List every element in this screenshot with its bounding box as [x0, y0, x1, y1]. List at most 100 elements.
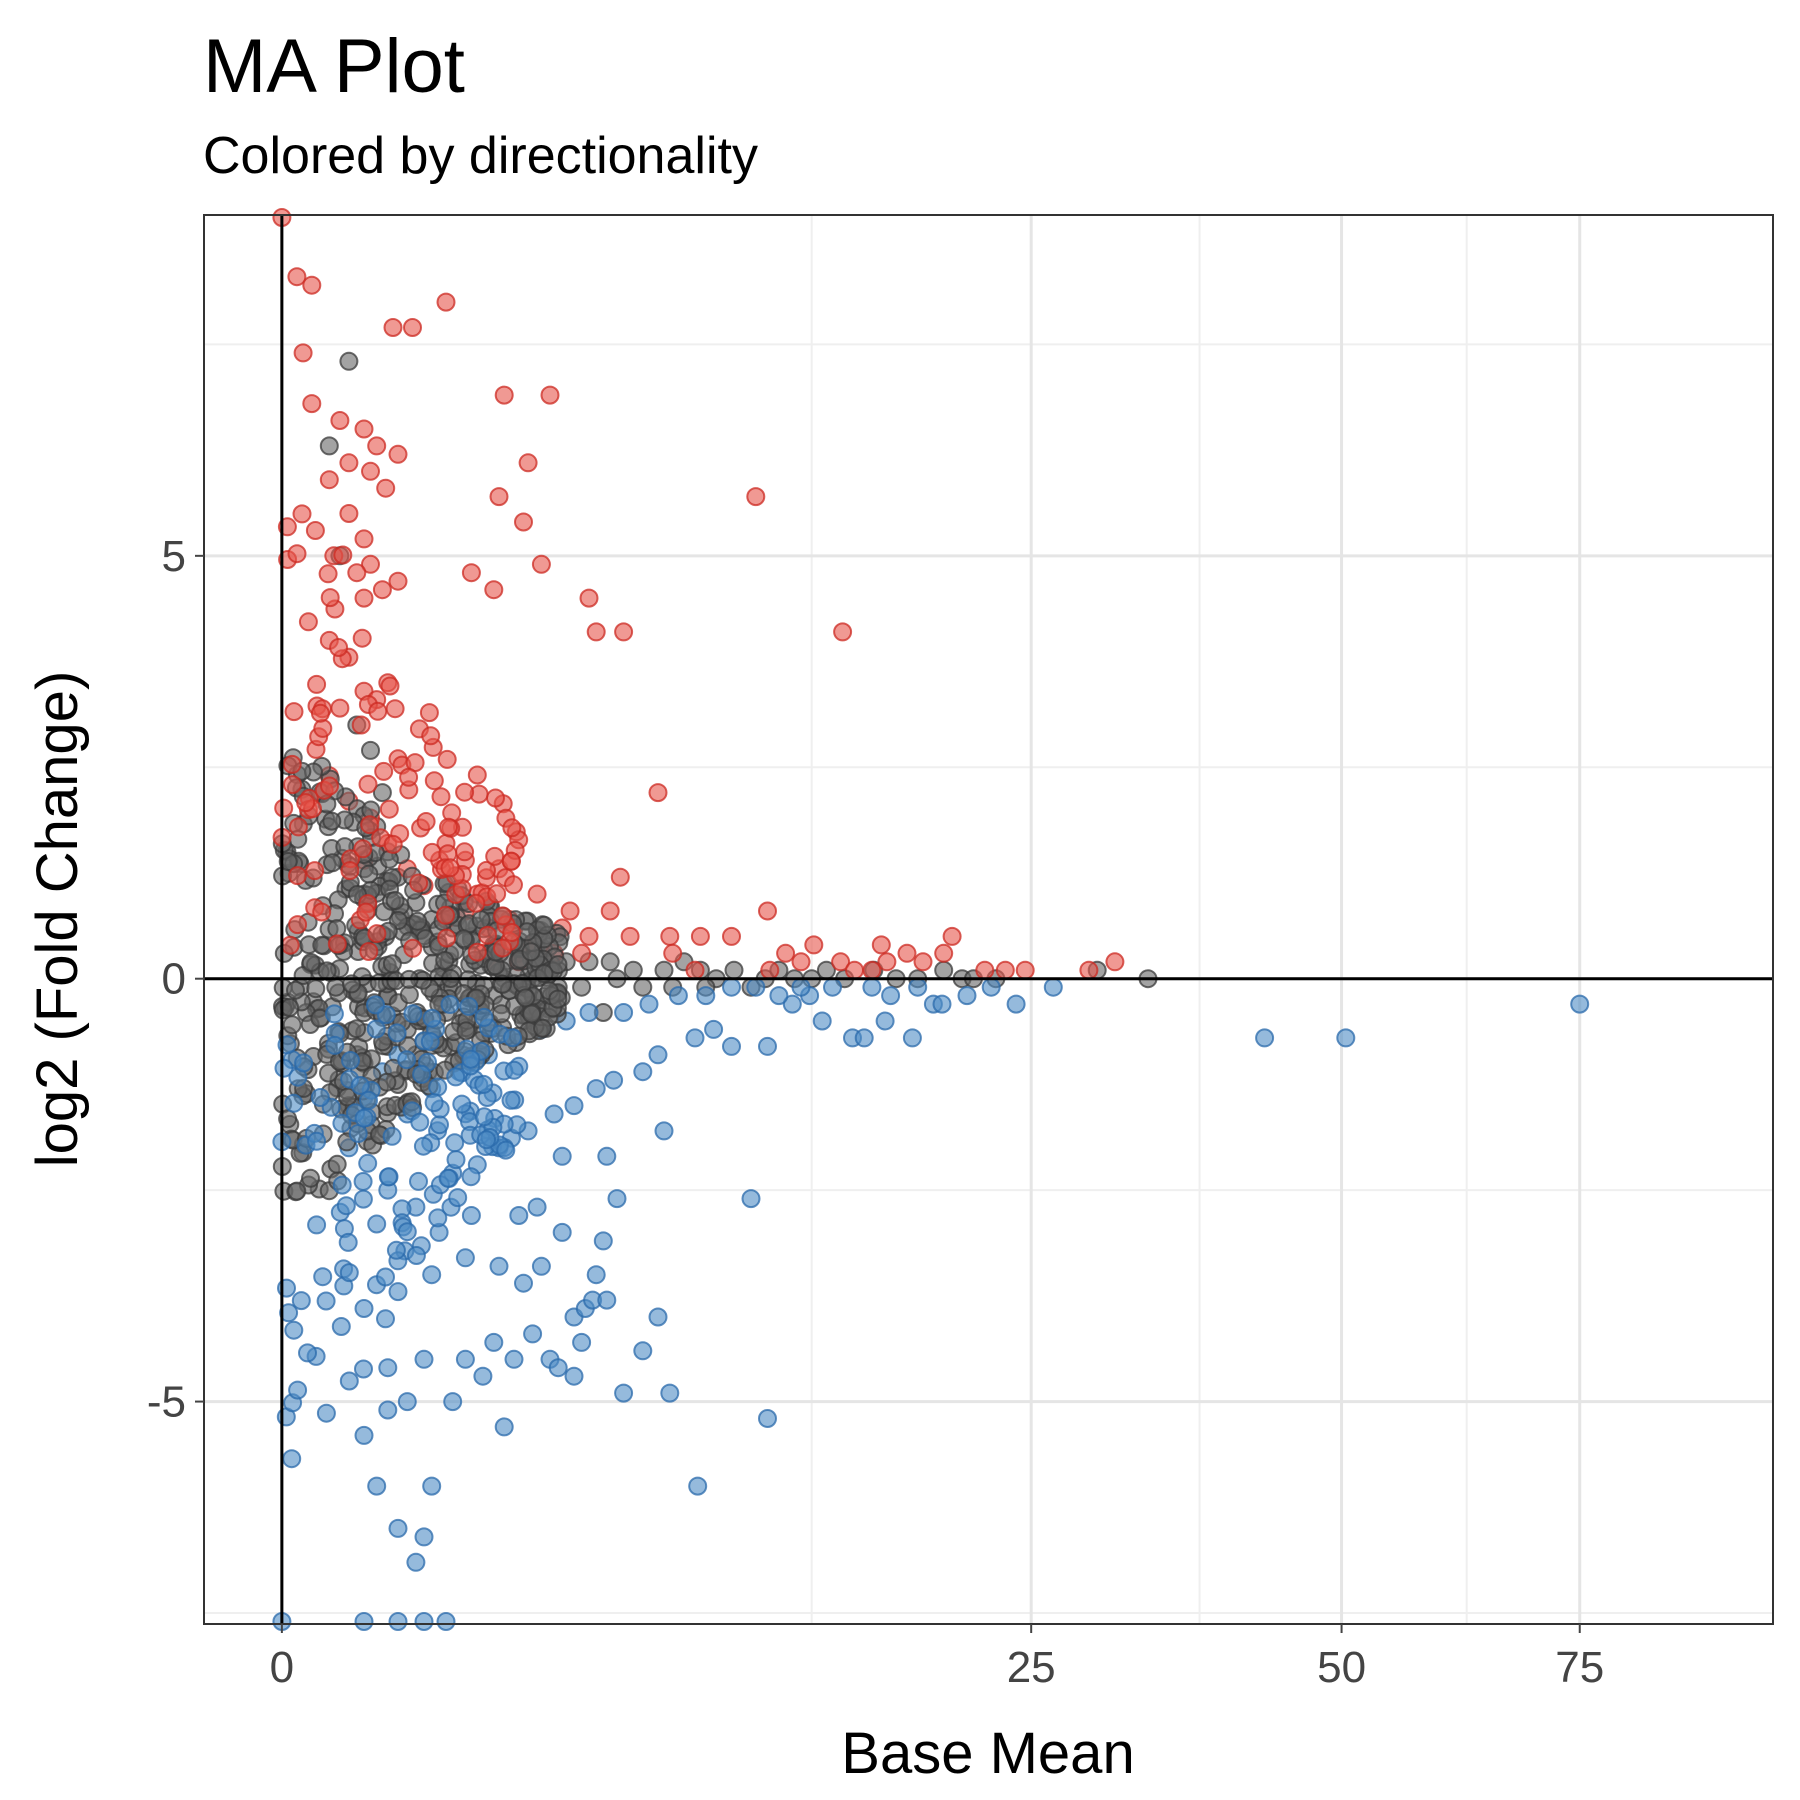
down-regulated-point: [461, 1049, 481, 1069]
neutral-point: [361, 740, 380, 760]
up-regulated-point: [877, 952, 897, 972]
up-regulated-point: [367, 436, 387, 456]
neutral-point: [516, 988, 536, 1008]
down-regulated-point: [523, 1324, 543, 1344]
down-regulated-point: [1043, 977, 1063, 997]
up-regulated-point: [274, 798, 294, 818]
down-regulated-point: [597, 1146, 617, 1166]
neutral-point: [347, 1019, 367, 1039]
up-regulated-point: [287, 267, 307, 287]
down-regulated-point: [397, 1392, 417, 1412]
up-regulated-point: [288, 866, 307, 886]
neutral-point: [522, 1004, 542, 1024]
down-regulated-point: [448, 1188, 468, 1208]
up-regulated-point: [327, 934, 347, 954]
down-regulated-point: [420, 1032, 440, 1052]
down-regulated-point: [353, 1172, 373, 1191]
down-regulated-point: [746, 977, 766, 997]
down-regulated-point: [531, 1256, 551, 1276]
up-regulated-point: [330, 698, 350, 718]
down-regulated-point: [382, 1126, 402, 1146]
neutral-point: [287, 1181, 307, 1201]
up-regulated-point: [305, 521, 325, 540]
down-regulated-point: [552, 1222, 572, 1242]
up-regulated-point: [975, 960, 995, 980]
down-regulated-point: [1255, 1028, 1275, 1048]
up-regulated-point: [354, 529, 374, 549]
up-regulated-point: [501, 851, 521, 871]
down-regulated-point: [446, 1150, 466, 1170]
neutral-point: [724, 960, 744, 980]
up-regulated-point: [388, 444, 408, 464]
down-regulated-point: [501, 1090, 521, 1110]
neutral-point: [323, 853, 342, 873]
neutral-point: [435, 951, 455, 970]
up-regulated-point: [356, 902, 376, 922]
down-regulated-point: [586, 1265, 606, 1285]
down-regulated-point: [414, 1612, 434, 1631]
down-regulated-point: [366, 1019, 386, 1039]
down-regulated-point: [410, 1112, 430, 1132]
down-regulated-point: [338, 1232, 358, 1252]
down-regulated-point: [1570, 994, 1590, 1014]
down-regulated-point: [461, 1167, 481, 1187]
up-regulated-point: [416, 812, 436, 831]
up-regulated-point: [897, 943, 917, 963]
up-regulated-point: [514, 512, 533, 532]
down-regulated-point: [908, 977, 928, 997]
up-regulated-point: [354, 419, 374, 439]
neutral-point: [317, 961, 337, 981]
up-regulated-point: [466, 893, 486, 913]
up-regulated-point: [467, 942, 487, 962]
up-regulated-point: [440, 858, 460, 878]
up-regulated-point: [283, 775, 302, 795]
up-regulated-point: [292, 504, 312, 524]
up-regulated-point: [354, 588, 374, 608]
up-regulated-point: [422, 842, 442, 862]
up-regulated-point: [399, 767, 419, 787]
neutral-point: [600, 952, 620, 972]
down-regulated-point: [291, 1291, 311, 1311]
up-regulated-point: [610, 867, 630, 887]
down-regulated-point: [350, 1076, 370, 1095]
down-regulated-point: [284, 1320, 304, 1340]
up-regulated-point: [280, 935, 300, 955]
down-regulated-point: [862, 977, 882, 997]
up-regulated-point: [320, 588, 340, 608]
up-regulated-point: [352, 628, 372, 648]
down-regulated-point: [504, 1060, 524, 1080]
down-regulated-point: [316, 1291, 336, 1311]
down-regulated-point: [579, 1003, 599, 1022]
up-regulated-point: [293, 343, 313, 363]
x-axis: 0 25 50 75: [270, 1624, 1604, 1692]
up-regulated-point: [833, 622, 853, 642]
down-regulated-point: [354, 1612, 374, 1631]
down-regulated-point: [378, 1358, 398, 1378]
up-regulated-point: [302, 394, 322, 414]
up-regulated-point: [421, 726, 441, 746]
down-regulated-point: [474, 1074, 494, 1094]
down-regulated-point: [474, 1107, 494, 1127]
down-regulated-point: [452, 1094, 472, 1114]
down-regulated-point: [514, 1273, 533, 1293]
up-regulated-point: [477, 860, 496, 880]
neutral-point: [548, 955, 568, 975]
down-regulated-point: [367, 1476, 387, 1496]
up-regulated-point: [648, 783, 668, 803]
down-regulated-point: [324, 1004, 344, 1024]
up-regulated-point: [620, 926, 640, 946]
down-regulated-point: [875, 1011, 895, 1031]
neutral-point: [654, 960, 674, 980]
down-regulated-point: [353, 1189, 373, 1209]
down-regulated-point: [367, 1214, 387, 1234]
up-regulated-point: [791, 952, 811, 972]
down-regulated-point: [597, 1290, 617, 1310]
down-regulated-point: [354, 1299, 374, 1318]
up-regulated-point: [388, 571, 408, 591]
x-tick-label: 75: [1555, 1643, 1604, 1692]
up-regulated-point: [436, 905, 455, 925]
up-regulated-point: [831, 952, 851, 972]
down-regulated-point: [758, 1036, 777, 1056]
up-regulated-point: [368, 701, 388, 721]
up-regulated-point: [493, 938, 512, 958]
